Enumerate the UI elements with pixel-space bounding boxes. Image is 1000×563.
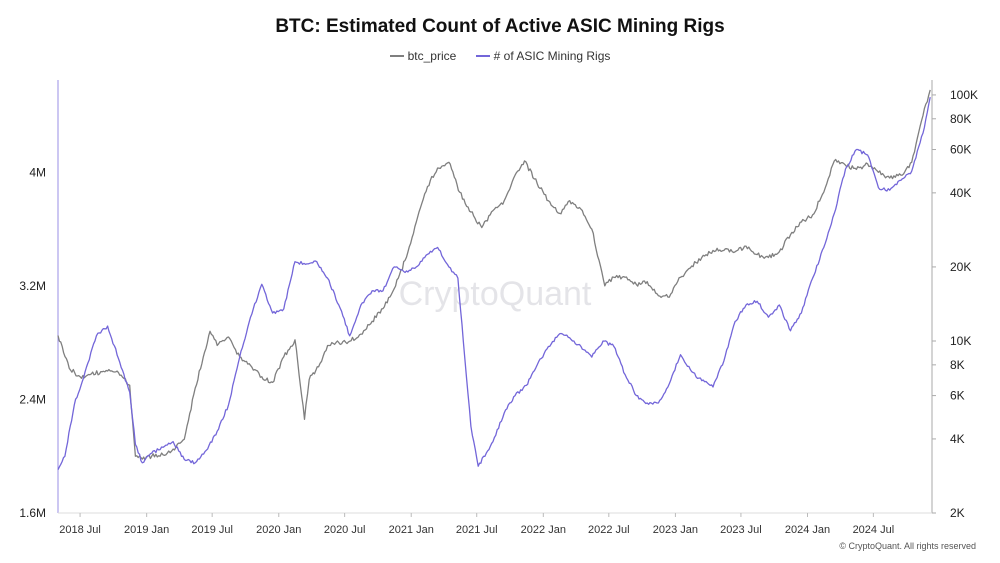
copyright-notice: © CryptoQuant. All rights reserved — [839, 541, 976, 551]
x-tick-label: 2020 Jul — [324, 524, 366, 536]
x-tick-label: 2022 Jul — [588, 524, 630, 536]
x-tick-label: 2022 Jan — [521, 524, 566, 536]
x-tick-label: 2023 Jan — [653, 524, 698, 536]
x-tick-label: 2018 Jul — [59, 524, 101, 536]
x-tick-label: 2024 Jul — [853, 524, 895, 536]
legend-label-btc-price: btc_price — [407, 49, 457, 63]
y-left-tick-label: 3.2M — [19, 279, 46, 293]
x-tick-label: 2019 Jul — [191, 524, 233, 536]
y-right-tick-label: 100K — [950, 88, 978, 102]
legend-label-asic-rigs: # of ASIC Mining Rigs — [493, 49, 611, 63]
series-line-btc-price — [57, 89, 931, 461]
y-right-tick-label: 4K — [950, 432, 965, 446]
y-left-tick-label: 2.4M — [19, 392, 46, 406]
y-right-tick-label: 2K — [950, 506, 965, 520]
x-tick-label: 2024 Jan — [785, 524, 830, 536]
x-tick-label: 2020 Jan — [256, 524, 301, 536]
x-tick-label: 2023 Jul — [720, 524, 762, 536]
legend-swatch-btc-price — [389, 54, 404, 57]
legend-item-asic-rigs[interactable]: # of ASIC Mining Rigs — [475, 49, 611, 63]
y-right-tick-label: 20K — [950, 260, 971, 274]
y-right-tick-label: 40K — [950, 186, 971, 200]
y-right-tick-label: 8K — [950, 358, 965, 372]
y-right-tick-label: 10K — [950, 334, 971, 348]
x-tick-label: 2021 Jul — [456, 524, 498, 536]
y-right-tick-label: 80K — [950, 112, 971, 126]
legend-swatch-asic-rigs — [475, 54, 490, 57]
y-left-tick-label: 4M — [29, 165, 46, 179]
series-line-asic-rigs — [57, 96, 931, 470]
legend-item-btc-price[interactable]: btc_price — [389, 49, 457, 63]
chart-legend: btc_price # of ASIC Mining Rigs — [0, 49, 1000, 63]
chart-title: BTC: Estimated Count of Active ASIC Mini… — [275, 16, 725, 37]
x-tick-label: 2019 Jan — [124, 524, 169, 536]
x-tick-label: 2021 Jan — [389, 524, 434, 536]
watermark: CryptoQuant — [399, 275, 592, 313]
y-left-tick-label: 1.6M — [19, 506, 46, 520]
y-right-tick-label: 6K — [950, 389, 965, 403]
y-right-tick-label: 60K — [950, 143, 971, 157]
